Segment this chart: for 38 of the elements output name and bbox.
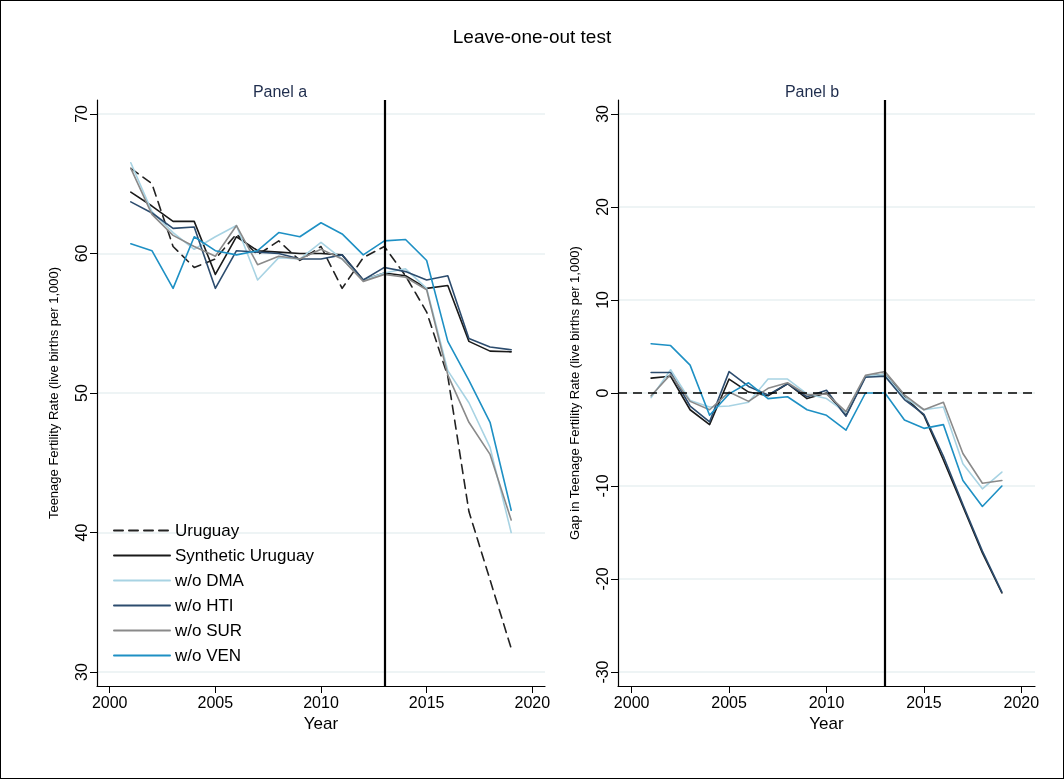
x-tick-label: 2015 xyxy=(906,693,942,711)
x-tick-label: 2020 xyxy=(514,693,551,711)
y-tick-label: -20 xyxy=(593,567,611,591)
x-axis-title: Year xyxy=(303,713,339,733)
y-tick-label: 10 xyxy=(593,290,611,309)
y-tick-label: 30 xyxy=(72,663,90,681)
line-series xyxy=(650,342,1003,508)
line-series xyxy=(130,221,512,511)
y-tick-label: 70 xyxy=(72,104,90,123)
x-axis-title: Year xyxy=(809,713,845,733)
legend-label: Uruguay xyxy=(175,521,240,540)
legend-label: w/o VEN xyxy=(174,646,242,665)
legend-label: w/o DMA xyxy=(174,571,245,590)
y-axis-title: Teenage Fertility Rate (live births per 1,000) xyxy=(46,266,61,520)
x-tick-label: 2010 xyxy=(808,693,845,711)
chart-title: Leave-one-out test xyxy=(451,26,613,48)
legend-label: w/o SUR xyxy=(174,621,243,640)
y-tick-label: 30 xyxy=(593,104,611,123)
y-tick-label: 40 xyxy=(72,523,90,542)
legend-label: Synthetic Uruguay xyxy=(175,546,315,565)
y-tick-label: -10 xyxy=(593,474,611,498)
y-tick-label: -30 xyxy=(593,660,611,684)
x-tick-label: 2000 xyxy=(91,693,128,711)
x-tick-label: 2005 xyxy=(711,693,747,711)
x-tick-label: 2010 xyxy=(303,693,339,711)
x-tick-label: 2000 xyxy=(613,693,650,711)
y-tick-label: 0 xyxy=(593,388,611,398)
x-tick-label: 2005 xyxy=(197,693,234,711)
y-tick-label: 50 xyxy=(72,384,90,402)
chart-subtitle: Panel a xyxy=(252,82,308,100)
legend-label: w/o HTI xyxy=(174,596,234,615)
chart-title: Panel b xyxy=(784,82,840,100)
line-series xyxy=(130,167,512,650)
x-tick-label: 2020 xyxy=(1003,693,1040,711)
y-tick-label: 60 xyxy=(72,244,90,263)
y-axis-title: Gap in Teenage Fertility Rate (live births per 1,000) xyxy=(567,246,582,540)
x-tick-label: 2015 xyxy=(408,693,445,711)
y-tick-label: 20 xyxy=(593,197,611,216)
